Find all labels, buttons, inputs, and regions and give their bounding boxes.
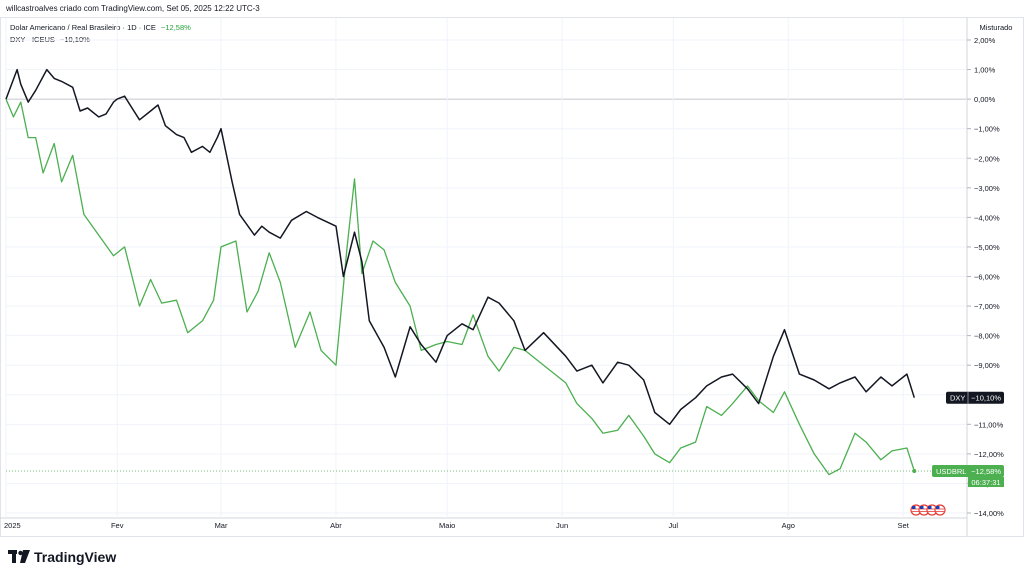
- dxy-price-badge: [946, 391, 1004, 404]
- legend-main-change: −12,58%: [160, 23, 191, 32]
- y-tick-label: −3,00%: [974, 184, 1000, 193]
- x-tick-label: Set: [898, 521, 910, 530]
- flag-canton: [920, 506, 924, 509]
- legend-main-symbol-label: Dolar Americano / Real Brasileiro · 1D ·…: [10, 23, 156, 32]
- usdbrl-countdown: 06:37:31: [971, 478, 1000, 487]
- scale-mode-label[interactable]: Misturado: [979, 23, 1013, 32]
- y-tick-label: −5,00%: [974, 243, 1000, 252]
- tradingview-logo-text: TradingView: [34, 549, 117, 565]
- x-tick-label: Ago: [782, 521, 795, 530]
- x-tick-label: Fev: [111, 521, 124, 530]
- y-tick-label: −12,00%: [974, 450, 1004, 459]
- y-tick-label: −6,00%: [974, 273, 1000, 282]
- x-tick-label: Mar: [215, 521, 228, 530]
- x-tick-label: Abr: [330, 521, 342, 530]
- y-tick-label: −11,00%: [974, 420, 1004, 429]
- y-tick-label: 0,00%: [974, 95, 996, 104]
- y-tick-label: −4,00%: [974, 213, 1000, 222]
- usdbrl-badge-name: USDBRL: [936, 467, 966, 476]
- chart-author-line: willcastroalves criado com TradingView.c…: [6, 4, 260, 13]
- series-line-usdbrl[interactable]: [5, 98, 915, 476]
- legend-main-symbol[interactable]: Dolar Americano / Real Brasileiro · 1D ·…: [10, 23, 191, 32]
- tradingview-logo: TradingView: [8, 547, 116, 567]
- series-line-dxy[interactable]: [5, 68, 916, 426]
- tradingview-logo-icon: [8, 550, 30, 563]
- flag-canton: [936, 506, 940, 509]
- flag-canton: [928, 506, 932, 509]
- usdbrl-countdown-badge: [968, 477, 1004, 488]
- y-tick-label: −7,00%: [974, 302, 1000, 311]
- usdbrl-badge-value: −12,58%: [971, 467, 1001, 476]
- y-tick-label: −2,00%: [974, 154, 1000, 163]
- flag-canton: [912, 506, 916, 509]
- usdbrl-last-point: [912, 469, 917, 474]
- x-tick-label: 2025: [4, 521, 21, 530]
- y-tick-label: −1,00%: [974, 125, 1000, 134]
- x-tick-label: Jun: [556, 521, 568, 530]
- x-tick-label: Maio: [439, 521, 455, 530]
- x-tick-label: Jul: [669, 521, 679, 530]
- y-tick-label: 1,00%: [974, 66, 996, 75]
- y-tick-label: 2,00%: [974, 36, 996, 45]
- dxy-badge-name: DXY: [950, 394, 965, 403]
- usdbrl-price-badge: [932, 465, 1004, 478]
- y-tick-label: −9,00%: [974, 361, 1000, 370]
- dxy-badge-value: −10,10%: [971, 394, 1001, 403]
- y-tick-label: −14,00%: [974, 509, 1004, 518]
- y-tick-label: −8,00%: [974, 332, 1000, 341]
